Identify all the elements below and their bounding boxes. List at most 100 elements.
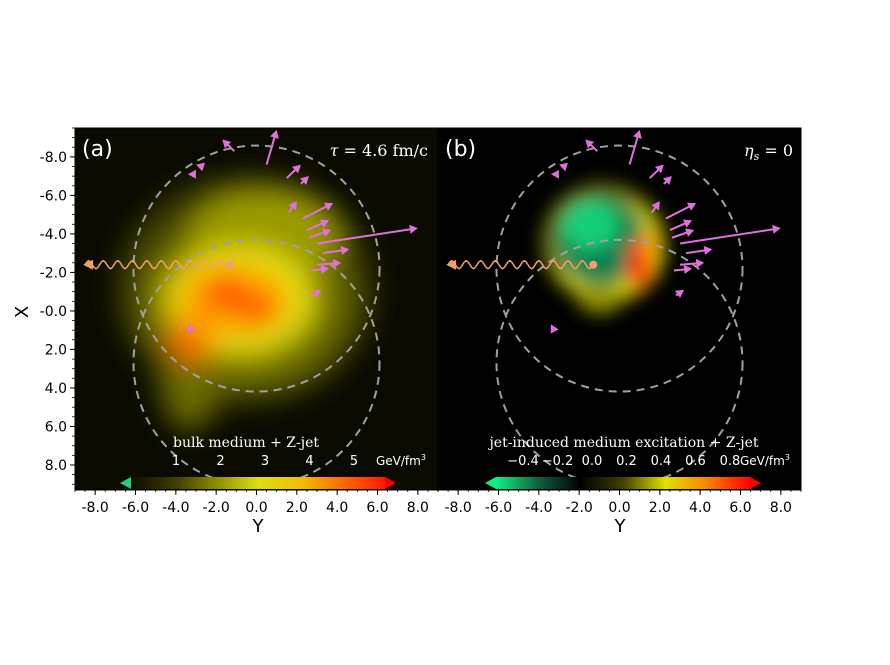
heat-red-1 [203, 276, 247, 304]
jet-arrow-head [187, 169, 196, 179]
colorbar-a-unit-sup: 3 [421, 453, 426, 462]
colorbar-b: jet-induced medium excitation + Z-jet −0… [485, 435, 790, 489]
jet-arrow-head [683, 264, 693, 274]
jet-arrow-head [686, 202, 697, 211]
jet-arrow-head [187, 324, 196, 334]
colorbar-a-title: bulk medium + Z-jet [173, 435, 319, 451]
colorbar-tick-label: 4 [305, 454, 313, 469]
x-tick-label: -2.0 [203, 500, 230, 516]
colorbar-a-unit-text: GeV/fm [376, 454, 421, 468]
jet-arrow-head [633, 129, 642, 139]
panel-a-corner-text: τ = 4.6 fm/c [330, 141, 428, 160]
jet-arrow-head [585, 139, 595, 149]
jet-arrow-head [772, 224, 781, 234]
jet-arrow-head [550, 169, 559, 179]
colorbar-tick-label: 0.8 [720, 454, 741, 469]
colorbar-b-unit: GeV/fm3 [740, 453, 790, 468]
x-tick-label: -8.0 [82, 500, 109, 516]
z-boson-wave [447, 259, 594, 270]
y-tick-label: 4.0 [45, 381, 67, 397]
jet-arrow-head [332, 258, 342, 268]
colorbar-a-extend-right [385, 477, 396, 489]
panel-b-overlay [446, 129, 781, 487]
x-tick-label: 4.0 [689, 500, 711, 516]
jet-arrow-head [300, 176, 309, 185]
panel-b-label: (b) [445, 137, 476, 162]
jet-arrow-head [550, 324, 559, 334]
x-tick-label: 8.0 [770, 500, 792, 516]
z-boson-arrowhead [83, 259, 94, 270]
jet-arrow-head [270, 129, 279, 139]
colorbar-b-extend-left [485, 477, 496, 489]
jet-arrow-head [311, 289, 322, 299]
jet-arrow-shaft [316, 262, 337, 266]
jet-arrow-shaft [316, 227, 414, 245]
collision-circle [132, 238, 381, 487]
collision-circle [495, 238, 744, 487]
y-axis-label: X [12, 306, 33, 318]
x-tick-label: -2.0 [566, 500, 593, 516]
jet-arrow-head [320, 264, 330, 274]
x-tick-label: 8.0 [407, 500, 429, 516]
x-tick-label: 0.0 [608, 500, 630, 516]
y-tick-label: 2.0 [45, 342, 67, 358]
x-axis-label-a: Y [252, 516, 265, 537]
y-tick-label: 6.0 [45, 419, 67, 435]
y-tick-label: -0.0 [40, 304, 67, 320]
z-boson-wave [84, 259, 231, 270]
jet-arrow-head [654, 164, 664, 174]
jet-arrow-head [196, 162, 205, 172]
axis-ticks: -8.0 -6.0 -4.0 -2.0 0.0 2.0 4.0 6.0 8.0 -8.0 -6.0-… [40, 127, 802, 516]
x-tick-label: -6.0 [122, 500, 149, 516]
panel-b-corner-symbol: η [744, 141, 754, 160]
colorbar-tick-label: 0.2 [616, 454, 637, 469]
panel-b-corner-sub: s [754, 150, 760, 163]
colorbar-a-unit: GeV/fm3 [376, 453, 426, 468]
colorbar-b-title: jet-induced medium excitation + Z-jet [487, 435, 758, 451]
x-tick-label: -8.0 [445, 500, 472, 516]
jet-arrow-head [222, 139, 232, 149]
jet-arrow-shaft [669, 221, 689, 231]
colorbar-tick-label: 2 [216, 454, 224, 469]
collision-circle [132, 144, 381, 393]
panel-a-corner-value: = 4.6 fm/c [338, 141, 428, 160]
panel-a-overlay [83, 129, 418, 487]
jet-arrow-head [319, 219, 330, 228]
jet-arrow-shaft [679, 262, 700, 266]
jet-arrow-shaft [679, 227, 777, 245]
y-tick-label: -2.0 [40, 265, 67, 281]
x-tick-label: 0.0 [245, 500, 267, 516]
colorbar-tick-label: 1 [172, 454, 180, 469]
colorbar-b-unit-text: GeV/fm [740, 454, 785, 468]
jet-arrow-head [559, 162, 568, 172]
jet-arrow-shaft [665, 204, 693, 220]
collision-circle [495, 144, 744, 393]
jet-arrow-head [288, 201, 297, 211]
colorbar-tick-label: −0.2 [542, 454, 574, 469]
x-tick-label: -6.0 [485, 500, 512, 516]
jet-arrow-shaft [628, 134, 640, 165]
jet-arrow-shaft [306, 221, 326, 231]
colorbar-b-extend-right [750, 477, 761, 489]
heat-red-3 [178, 331, 198, 355]
heat-b-green-core [562, 200, 618, 250]
panel-b [438, 128, 801, 490]
jet-arrow-head [695, 258, 705, 268]
z-boson-origin [226, 260, 235, 269]
x-tick-label: 4.0 [326, 500, 348, 516]
y-tick-label: -4.0 [40, 227, 67, 243]
y-tick-label: -8.0 [40, 150, 67, 166]
x-tick-label: 2.0 [286, 500, 308, 516]
z-boson-arrowhead [446, 259, 457, 270]
heat-b-orange [640, 231, 656, 259]
jet-arrow-head [651, 201, 660, 211]
x-tick-label: 6.0 [729, 500, 751, 516]
jet-arrow-head [409, 224, 418, 234]
heat-red-2 [236, 299, 280, 325]
colorbar-tick-label: 0.4 [651, 454, 672, 469]
x-tick-label: -4.0 [525, 500, 552, 516]
x-axis-label-b: Y [614, 516, 627, 537]
colorbar-a-extend-left [120, 477, 131, 489]
jet-arrow-head [322, 228, 332, 237]
